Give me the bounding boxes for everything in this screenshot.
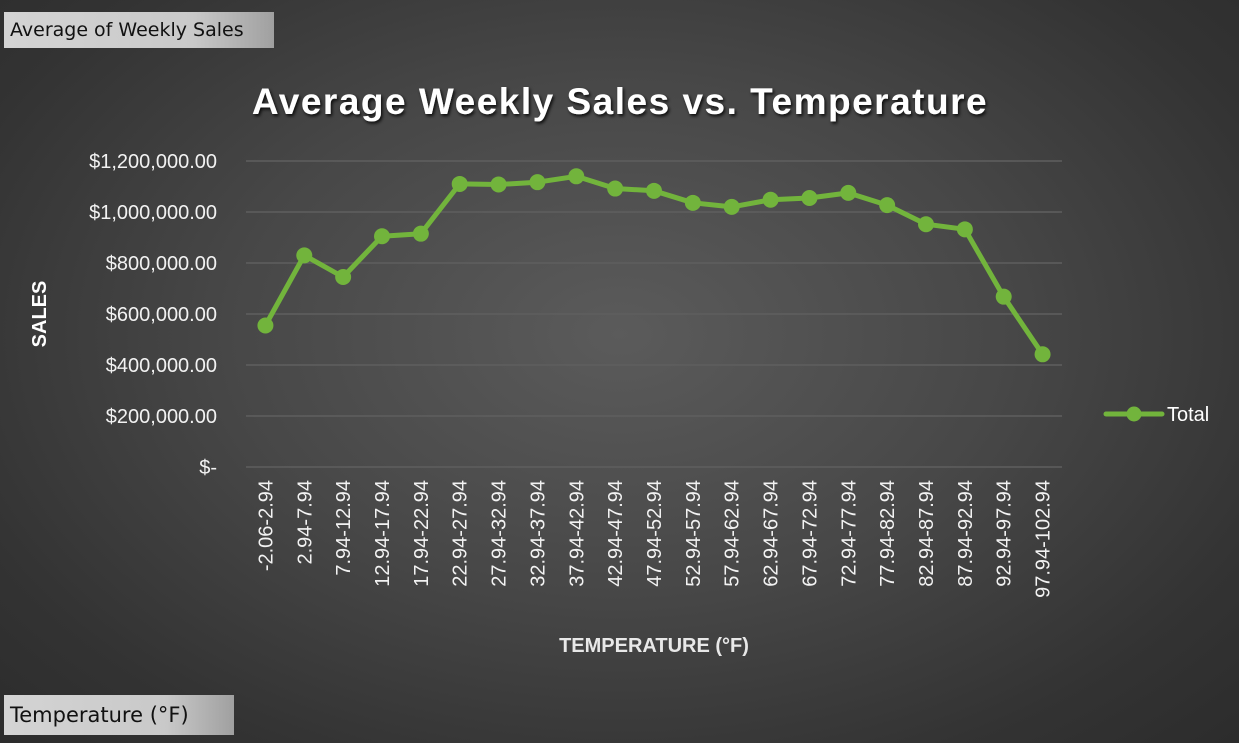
x-tick-label: 17.94-22.94 — [411, 480, 433, 587]
data-point[interactable] — [723, 198, 740, 215]
data-point[interactable] — [257, 317, 274, 334]
data-point[interactable] — [568, 168, 585, 185]
x-tick-label: 32.94-37.94 — [527, 480, 549, 587]
pivot-axis-field-button[interactable]: Temperature (°F) — [4, 695, 234, 735]
data-point[interactable] — [412, 225, 429, 242]
data-point[interactable] — [762, 191, 779, 208]
x-tick-label: 97.94-102.94 — [1033, 480, 1055, 598]
data-point[interactable] — [879, 197, 896, 214]
y-tick-label: $1,200,000.00 — [89, 151, 217, 173]
x-axis-title: TEMPERATURE (°F) — [559, 635, 749, 657]
data-point[interactable] — [995, 288, 1012, 305]
x-tick-label: 42.94-47.94 — [605, 480, 627, 587]
x-tick-label: 22.94-27.94 — [450, 480, 472, 587]
x-tick-label: 52.94-57.94 — [683, 480, 705, 587]
chart-title: Average Weekly Sales vs. Temperature — [252, 81, 988, 122]
x-tick-label: 57.94-62.94 — [722, 480, 744, 587]
gridlines — [246, 160, 1062, 468]
data-point[interactable] — [646, 182, 662, 199]
x-tick-label: 37.94-42.94 — [566, 480, 588, 587]
x-tick-label: 27.94-32.94 — [489, 480, 511, 587]
series-points-total — [257, 168, 1051, 363]
y-tick-label: $1,000,000.00 — [89, 202, 217, 224]
x-tick-label: 72.94-77.94 — [838, 480, 860, 587]
data-point[interactable] — [840, 184, 857, 201]
data-point[interactable] — [490, 176, 507, 193]
data-point[interactable] — [296, 247, 313, 264]
data-point[interactable] — [335, 269, 352, 286]
x-tick-label: 2.94-7.94 — [294, 480, 316, 565]
x-tick-label: 67.94-72.94 — [799, 480, 821, 587]
data-point[interactable] — [684, 194, 701, 211]
data-point[interactable] — [607, 180, 624, 197]
legend[interactable]: Total — [1103, 404, 1209, 426]
x-tick-label: 77.94-82.94 — [877, 480, 899, 587]
data-point[interactable] — [1034, 346, 1051, 363]
data-point[interactable] — [956, 221, 973, 238]
data-point[interactable] — [801, 189, 818, 206]
y-axis-tick-labels: $1,200,000.00 $1,000,000.00 $800,000.00 $60… — [89, 151, 217, 479]
x-tick-label: 92.94-97.94 — [994, 480, 1016, 587]
y-tick-label: $200,000.00 — [106, 406, 217, 428]
x-axis-tick-labels: -2.06-2.94 2.94-7.94 7.94-12.94 12.94-17.94… — [255, 480, 1054, 598]
legend-point-marker — [1126, 406, 1142, 422]
y-tick-label: $600,000.00 — [106, 304, 217, 326]
x-tick-label: 87.94-92.94 — [955, 480, 977, 587]
x-tick-label: -2.06-2.94 — [255, 480, 277, 571]
pivot-axis-field-label: Temperature (°F) — [10, 703, 189, 727]
x-tick-label: 82.94-87.94 — [916, 480, 938, 587]
data-point[interactable] — [374, 228, 390, 245]
y-tick-label: $800,000.00 — [106, 253, 217, 275]
y-tick-label: $- — [199, 457, 217, 479]
x-tick-label: 12.94-17.94 — [372, 480, 394, 587]
x-tick-label: 62.94-67.94 — [761, 480, 783, 587]
data-point[interactable] — [529, 174, 546, 191]
legend-label-total: Total — [1167, 404, 1209, 426]
y-tick-label: $400,000.00 — [106, 355, 217, 377]
y-axis-title: SALES — [29, 281, 51, 348]
pivot-values-field-button[interactable]: Average of Weekly Sales — [4, 12, 274, 48]
pivot-values-field-label: Average of Weekly Sales — [10, 19, 244, 41]
series-line-total — [262, 173, 1046, 357]
x-tick-label: 47.94-52.94 — [644, 480, 666, 587]
data-point[interactable] — [918, 216, 934, 233]
x-tick-label: 7.94-12.94 — [333, 480, 355, 576]
data-point[interactable] — [451, 175, 468, 192]
